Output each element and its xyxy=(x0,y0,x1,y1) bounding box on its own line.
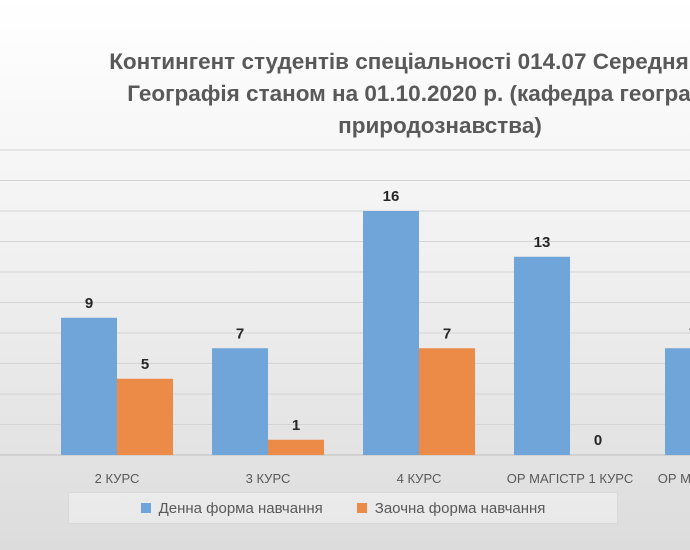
data-label: 5 xyxy=(141,356,149,373)
legend-label-denna: Денна форма навчання xyxy=(158,499,323,517)
chart-title: Контингент студентів спеціальності 014.0… xyxy=(0,46,690,142)
legend-swatch-zaochna xyxy=(356,503,367,513)
data-label: 1 xyxy=(292,417,300,434)
x-tick-label: ОР МАГІСТР 2 КУРС xyxy=(658,471,690,486)
bar xyxy=(61,317,117,455)
bar xyxy=(514,256,570,455)
data-label: 13 xyxy=(534,234,551,251)
legend-item-zaochna: Заочна форма навчання xyxy=(356,499,546,517)
chart-title-line-2: Географія станом на 01.10.2020 р. (кафед… xyxy=(127,81,690,106)
bar xyxy=(665,348,690,455)
bar xyxy=(117,378,173,455)
x-tick-label: 3 КУРС xyxy=(246,471,291,486)
data-label: 7 xyxy=(689,325,690,342)
legend-swatch-denna xyxy=(140,503,151,513)
bar xyxy=(419,348,475,455)
legend-label-zaochna: Заочна форма навчання xyxy=(374,499,546,517)
chart-title-line-3: природознавства) xyxy=(338,113,542,138)
legend-item-denna: Денна форма навчання xyxy=(140,499,323,517)
bar xyxy=(212,348,268,455)
bar xyxy=(363,211,419,455)
data-label: 7 xyxy=(443,325,451,342)
bar xyxy=(268,439,324,455)
legend: Денна форма навчання Заочна форма навчан… xyxy=(68,492,618,524)
x-tick-label: 2 КУРС xyxy=(95,471,140,486)
data-label: 0 xyxy=(594,432,602,449)
chart-title-line-1: Контингент студентів спеціальності 014.0… xyxy=(109,49,690,74)
x-tick-label: ОР МАГІСТР 1 КУРС xyxy=(507,471,633,486)
data-label: 9 xyxy=(85,295,93,312)
x-tick-label: 4 КУРС xyxy=(397,471,442,486)
data-label: 7 xyxy=(236,325,244,342)
data-label: 16 xyxy=(383,188,400,205)
